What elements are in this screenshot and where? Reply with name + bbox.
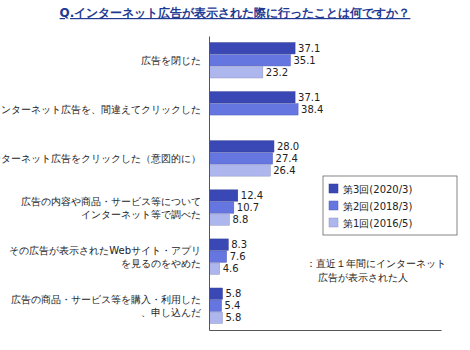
data-label: 5.8 [225,312,241,323]
bar [209,92,295,103]
data-label: 4.6 [223,263,239,274]
bar [209,214,229,225]
tick-label: インターネット広告を、間違えてクリックした [0,104,201,115]
bar [209,300,222,311]
data-label: 28.0 [277,141,299,152]
data-label: 37.1 [298,43,320,54]
legend-swatch [329,184,338,193]
data-label: 37.1 [298,92,320,103]
bar [209,67,263,78]
bar [209,55,290,66]
annotation: ：直近１年間にインターネット広告が表示された人 [306,258,446,283]
data-label: 8.8 [232,214,248,225]
bars [209,43,298,324]
data-label: 8.3 [231,239,247,250]
chart-container: Q.インターネット広告が表示された際に行ったことは何ですか？ 37.1 37.1 28… [0,0,470,350]
bar [209,312,222,323]
bar [209,141,274,152]
legend: 第3回(2020/3) 第2回(2018/3) 第1回(2016/5) [323,176,457,235]
value-axis [210,330,442,331]
tick: その広告が表示されたWebサイト・アプリを見るのをやめた [9,245,209,269]
bar [209,288,222,299]
chart: Q.インターネット広告が表示された際に行ったことは何ですか？ 37.1 37.1 28… [0,0,470,350]
tick: インターネット広告をクリックした（意図的に） [0,153,209,164]
tick-label: 広告の商品・サービス等を購入・利用した、申し込んだ [11,294,201,318]
tick-label: 広告の内容や商品・サービス等についてインターネット等で調べた [21,196,201,220]
tick: 広告の商品・サービス等を購入・利用した、申し込んだ [11,294,209,318]
data-label: 26.4 [273,165,295,176]
bar [209,239,228,250]
axis-line [210,330,442,331]
bar [209,153,273,164]
data-label: 7.6 [230,251,246,262]
bar [209,251,227,262]
title: Q.インターネット広告が表示された際に行ったことは何ですか？ [60,6,411,20]
data-label: 35.1 [293,55,315,66]
bar [209,165,270,176]
tick-label: その広告が表示されたWebサイト・アプリを見るのをやめた [9,245,201,269]
bar [209,43,295,54]
axis-line [209,37,210,331]
data-label: 5.8 [225,288,241,299]
legend-swatch [329,201,338,210]
bar [209,263,220,274]
legend-label: 第1回(2016/5) [343,218,412,229]
tick: 広告を閉じた [141,55,209,66]
bar [209,104,298,115]
legend-label: 第2回(2018/3) [343,201,412,212]
data-label: 12.4 [241,190,263,201]
legend-label: 第3回(2020/3) [343,184,412,195]
legend-swatch [329,218,338,227]
tick-label: 広告を閉じた [141,55,201,66]
data-labels: 37.1 37.1 28.0 12.4 8.3 5.8 35.1 38.4 27.4 10.7 7.… [223,43,324,323]
tick: 広告の内容や商品・サービス等についてインターネット等で調べた [21,196,209,220]
data-label: 5.4 [225,300,241,311]
legend-frame [323,176,457,235]
data-label: 38.4 [301,104,323,115]
tick: インターネット広告を、間違えてクリックした [0,104,209,115]
tick-label: インターネット広告をクリックした（意図的に） [0,153,201,164]
data-label: 27.4 [276,153,298,164]
bar [209,190,238,201]
data-label: 23.2 [266,67,288,78]
data-label: 10.7 [237,202,259,213]
bar [209,202,234,213]
category-axis: 広告を閉じたインターネット広告を、間違えてクリックしたインターネット広告をクリッ… [0,37,210,331]
